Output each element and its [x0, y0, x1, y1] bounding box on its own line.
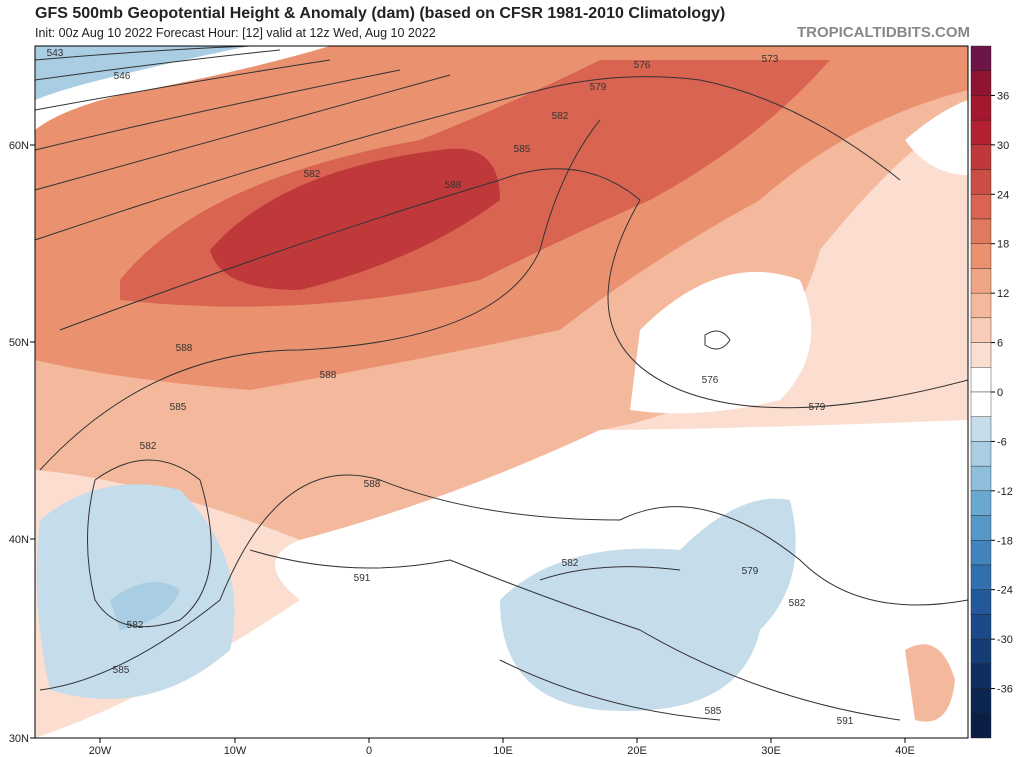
colorbar-bin: [970, 268, 992, 294]
lon-label: 20W: [89, 745, 112, 757]
contour-label: 591: [837, 716, 854, 727]
colorbar-bin: [970, 317, 992, 343]
map-subtitle: Init: 00z Aug 10 2022 Forecast Hour: [12…: [35, 26, 436, 40]
contour-label: 591: [354, 573, 371, 584]
colorbar-label: 0: [997, 387, 1003, 399]
colorbar-label: -6: [997, 436, 1007, 448]
colorbar-bin: [970, 194, 992, 220]
colorbar-bin: [970, 713, 992, 739]
colorbar-bin: [970, 589, 992, 615]
colorbar-bin: [970, 292, 992, 319]
colorbar-bin: [970, 391, 992, 417]
contour-label: 579: [742, 566, 759, 577]
contour-label: 579: [809, 402, 826, 413]
anomaly-max-region: [210, 148, 500, 290]
contour-label: 585: [514, 144, 531, 155]
contour-label: 582: [127, 620, 144, 631]
colorbar-label: 6: [997, 338, 1003, 350]
contour-label: 588: [320, 370, 337, 381]
contour-label: 582: [562, 558, 579, 569]
colorbar-bin: [970, 663, 992, 689]
contour-label: 585: [170, 402, 187, 413]
lon-label: 30E: [761, 745, 781, 757]
colorbar-label: 12: [997, 288, 1009, 300]
contour-label: 585: [705, 706, 722, 717]
colorbar-bin: [970, 342, 992, 368]
contour-label: 588: [364, 479, 381, 490]
map-title: GFS 500mb Geopotential Height & Anomaly …: [35, 5, 726, 22]
colorbar-label: -12: [997, 486, 1013, 498]
lon-label: 40E: [895, 745, 915, 757]
brand-watermark: TROPICALTIDBITS.COM: [796, 24, 970, 41]
anomaly-neutral-region: [630, 271, 812, 414]
colorbar-label: -36: [997, 684, 1013, 696]
height-contours: [34, 45, 969, 721]
map-frame: [34, 45, 969, 739]
contour-label: 546: [114, 71, 131, 82]
colorbar-bin: [970, 70, 992, 96]
colorbar-bin: [970, 169, 992, 195]
colorbar-bin: [970, 688, 992, 714]
anomaly-negative-region: [35, 46, 250, 100]
colorbar-bin: [970, 614, 992, 640]
colorbar-label: -30: [997, 634, 1013, 646]
contour-label: 543: [47, 48, 64, 59]
lon-label: 0: [366, 745, 372, 757]
colorbar-bin: [970, 490, 992, 516]
lat-label: 50N: [9, 337, 29, 349]
contour-label: 588: [176, 343, 193, 354]
colorbar-bin: [970, 95, 992, 121]
anomaly-negative-region: [110, 582, 180, 630]
contour-label: 573: [762, 54, 779, 65]
colorbar-label: 24: [997, 189, 1009, 201]
contour-label: 585: [113, 665, 130, 676]
contour-label: 582: [789, 598, 806, 609]
contour-label: 576: [702, 375, 719, 386]
contour-label: 588: [445, 180, 462, 191]
colorbar-bin: [970, 218, 992, 244]
map-plot-area: 543 546 576 573 579 582 585 588 582 588 588 585 582 5…: [34, 45, 969, 738]
colorbar-bin: [970, 515, 992, 541]
anomaly-negative-region: [500, 498, 796, 711]
colorbar-bin: [970, 144, 992, 170]
colorbar-label: -24: [997, 585, 1013, 597]
lat-label: 30N: [9, 733, 29, 745]
lon-label: 10W: [224, 745, 247, 757]
colorbar-label: -18: [997, 535, 1013, 547]
lat-label: 40N: [9, 534, 29, 546]
anomaly-positive-region: [905, 644, 955, 722]
colorbar-bin: [970, 564, 992, 590]
colorbar-bin: [970, 441, 992, 467]
contour-label: 582: [140, 441, 157, 452]
contour-label: 579: [590, 82, 607, 93]
lon-label: 20E: [627, 745, 647, 757]
contour-label: 582: [552, 111, 569, 122]
colorbar-label: 30: [997, 140, 1009, 152]
lat-label: 60N: [9, 140, 29, 152]
colorbar-bin: [970, 45, 992, 71]
colorbar-bin: [970, 540, 992, 566]
contour-label: 582: [304, 169, 321, 180]
colorbar-bin: [970, 638, 992, 665]
colorbar-bin: [970, 119, 992, 146]
colorbar-label: 18: [997, 239, 1009, 251]
colorbar-bin: [970, 416, 992, 442]
anomaly-neutral-region: [905, 100, 968, 175]
colorbar-bin: [970, 465, 992, 492]
colorbar-bin: [970, 367, 992, 393]
colorbar-bin: [970, 243, 992, 269]
colorbar-label: 36: [997, 90, 1009, 102]
lon-label: 10E: [493, 745, 513, 757]
contour-label: 576: [634, 60, 651, 71]
